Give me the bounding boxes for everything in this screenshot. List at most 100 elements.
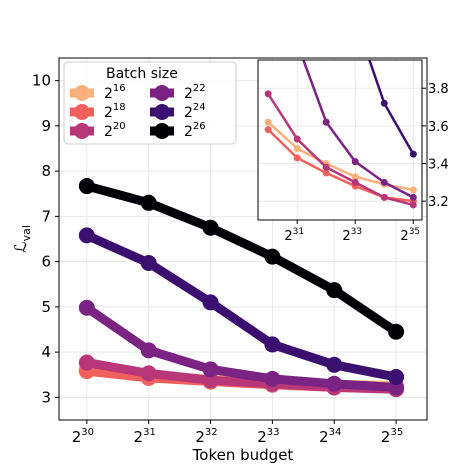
data-point	[140, 342, 157, 359]
inset-data-point	[351, 158, 359, 166]
legend-item: 216	[70, 83, 126, 102]
inset-series-2-22	[294, 40, 417, 201]
inset-data-point	[322, 118, 330, 126]
inset-data-point	[322, 169, 330, 177]
legend-label: 224	[184, 102, 206, 121]
data-point	[326, 375, 343, 392]
series-line	[84, 304, 397, 392]
data-point	[264, 370, 281, 387]
legend-swatch-marker	[154, 123, 170, 139]
data-point	[78, 354, 95, 371]
main-ticks: 230 231 232 233 234 235 3 4 5 6 7 8 9 10	[32, 72, 403, 446]
inset-y-tick-label: 3.6	[428, 120, 449, 135]
inset-data-point	[409, 193, 417, 201]
inset-series-2-20	[264, 90, 417, 209]
y-tick-label: 7	[41, 207, 51, 225]
legend-swatch-marker	[154, 104, 170, 120]
inset-data-point	[352, 15, 359, 22]
y-tick-label: 10	[32, 72, 51, 90]
legend-label: 220	[104, 121, 126, 140]
y-axis-title: ℒval	[11, 225, 33, 253]
x-tick-label: 235	[381, 427, 403, 446]
inset-ticks: 231 233 235 3.2 3.4 3.6 3.8	[284, 82, 448, 244]
y-tick-label: 4	[41, 343, 51, 361]
data-point	[326, 356, 343, 373]
inset-x-tick-label: 235	[400, 227, 420, 244]
inset-frame	[257, 59, 423, 221]
series-line	[84, 231, 397, 382]
data-point	[264, 248, 281, 265]
inset-data-point	[409, 150, 417, 158]
inset-series-line	[302, 60, 414, 199]
legend-swatch-marker	[154, 85, 170, 101]
legend-item: 226	[150, 121, 206, 140]
inset-data-point	[409, 186, 417, 194]
data-point	[140, 365, 157, 382]
series-2-26	[78, 178, 405, 340]
inset-data-point	[264, 126, 272, 134]
x-tick-label: 230	[72, 427, 94, 446]
legend-label: 218	[104, 102, 126, 121]
data-point	[202, 219, 219, 236]
inset-data-point	[264, 118, 272, 126]
data-point	[202, 361, 219, 378]
legend-item: 220	[70, 121, 126, 140]
y-tick-label: 9	[41, 117, 51, 135]
inset-data-point	[351, 178, 359, 186]
data-point	[264, 336, 281, 353]
data-point	[202, 294, 219, 311]
inset-data-point	[380, 99, 388, 107]
y-axis-title-symbol: ℒ	[11, 241, 30, 253]
inset-y-tick-label: 3.2	[428, 195, 449, 210]
x-tick-label: 231	[134, 427, 156, 446]
inset-data-point	[293, 144, 301, 152]
inset-y-tick-label: 3.4	[428, 158, 449, 173]
inset-data-point	[380, 178, 388, 186]
inset-series-line	[267, 93, 414, 207]
data-point	[78, 178, 95, 195]
x-tick-label: 234	[319, 427, 341, 446]
legend-label: 226	[184, 121, 206, 140]
data-point	[78, 299, 95, 316]
inset-data-point	[294, 40, 301, 47]
data-point	[388, 369, 405, 386]
inset-data-point	[380, 193, 388, 201]
main-series-layer	[78, 178, 405, 398]
legend-item: 224	[150, 102, 206, 121]
inset-data-point	[351, 173, 359, 181]
legend-item: 218	[70, 102, 126, 121]
inset-x-tick-label: 231	[284, 227, 304, 244]
series-2-22	[78, 299, 405, 396]
y-axis-title-subscript: val	[20, 225, 33, 241]
inset-data-point	[293, 135, 301, 143]
data-point	[78, 227, 95, 244]
x-tick-label: 233	[257, 427, 279, 446]
inset-x-tick-label: 233	[342, 227, 362, 244]
data-point	[388, 323, 405, 340]
x-axis-title: Token budget	[192, 446, 294, 464]
legend-title: Batch size	[106, 66, 178, 82]
data-point	[140, 254, 157, 271]
inset-series-line	[368, 60, 415, 155]
legend-label: 216	[104, 83, 126, 102]
x-tick-label: 232	[195, 427, 217, 446]
inset-data-point	[322, 163, 330, 171]
inset-data-point	[293, 154, 301, 162]
inset-data-point	[409, 201, 417, 209]
inset-series-layer	[264, 15, 417, 209]
inset-chart: 231 233 235 3.2 3.4 3.6 3.8	[257, 15, 449, 244]
main-plot-frame	[58, 57, 428, 421]
y-tick-label: 5	[41, 298, 51, 316]
legend-box	[63, 61, 237, 145]
inset-series-2-24	[352, 15, 417, 158]
y-tick-label: 3	[41, 388, 51, 406]
legend-label: 222	[184, 83, 206, 102]
inset-data-point	[264, 90, 272, 98]
series-line	[85, 181, 399, 336]
data-point	[140, 194, 157, 211]
series-2-24	[78, 227, 405, 386]
data-point	[326, 282, 343, 299]
